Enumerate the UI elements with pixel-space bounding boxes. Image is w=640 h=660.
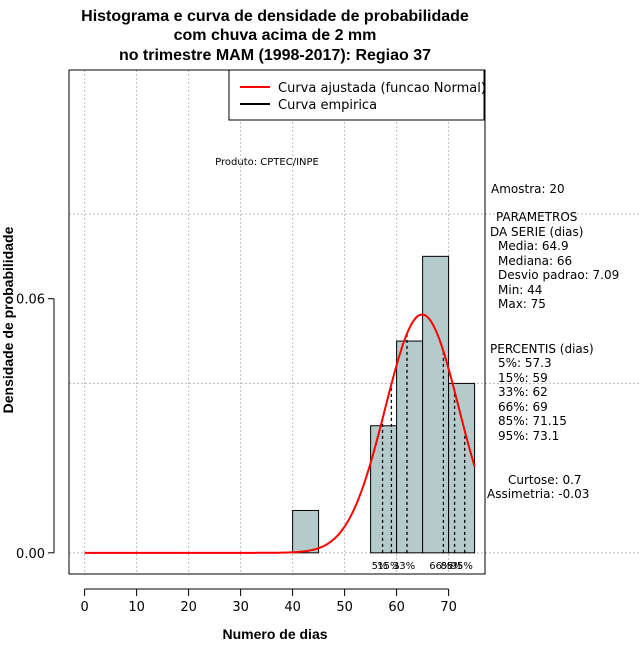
- percentil-5: 5%: 57.3: [498, 356, 552, 370]
- param-min: Min: 44: [498, 283, 542, 297]
- percentil-66: 66%: 69: [498, 400, 548, 414]
- y-tick-label: 0.06: [16, 293, 45, 308]
- percentile-label: 33%: [393, 561, 415, 572]
- y-axis-label: Densidade de probabilidade: [0, 226, 16, 413]
- histogram-bar: [448, 382, 476, 554]
- stats-panel: Amostra: 20 PARAMETROS DA SERIE (dias) M…: [487, 182, 619, 501]
- params-header-1: PARAMETROS: [496, 210, 577, 224]
- sample-size: Amostra: 20: [491, 182, 565, 196]
- x-tick-label: 70: [440, 600, 457, 615]
- percentis-header: PERCENTIS (dias): [490, 342, 594, 356]
- skewness: Assimetria: -0.03: [487, 487, 589, 501]
- x-axis: 0 10 20 30 40 50 60 70: [80, 588, 457, 615]
- histogram-bar: [292, 509, 320, 554]
- y-tick-label: 0.00: [16, 547, 45, 562]
- param-max: Max: 75: [498, 297, 546, 311]
- percentile-label: 95%: [451, 561, 473, 572]
- percentil-15: 15%: 59: [498, 371, 548, 385]
- chart-title-line-1: Histograma e curva de densidade de proba…: [81, 8, 469, 25]
- percentile-label: 15%: [377, 561, 399, 572]
- legend: Curva ajustada (funcao Normal) Curva emp…: [228, 69, 486, 121]
- param-mediana: Mediana: 66: [498, 254, 572, 268]
- grid-lines: [69, 70, 640, 574]
- percentile-lines: [381, 333, 466, 553]
- legend-label-empirical: Curva empirica: [278, 98, 377, 113]
- kurtosis: Curtose: 0.7: [508, 473, 582, 487]
- percentile-label: 85%: [440, 561, 462, 572]
- x-axis-label: Numero de dias: [222, 626, 327, 642]
- x-tick-label: 20: [180, 600, 197, 615]
- histogram-bar: [370, 425, 398, 554]
- percentil-95: 95%: 73.1: [498, 429, 559, 443]
- histogram-bars: [292, 255, 476, 554]
- chart-title-line-3: no trimestre MAM (1998-2017): Regiao 37: [119, 47, 431, 64]
- x-tick-label: 40: [284, 600, 301, 615]
- param-desvio: Desvio padrao: 7.09: [498, 268, 619, 282]
- percentile-labels: 5%15%33% 66%85%95%: [372, 561, 473, 572]
- x-tick-label: 60: [388, 600, 405, 615]
- x-tick-label: 0: [80, 600, 88, 615]
- params-header-2: DA SERIE (dias): [490, 225, 583, 239]
- legend-box: [228, 69, 485, 121]
- normal-curve-line: [84, 313, 476, 554]
- param-media: Media: 64.9: [498, 239, 569, 253]
- x-tick-label: 10: [128, 600, 145, 615]
- x-tick-label: 50: [336, 600, 353, 615]
- legend-label-fit: Curva ajustada (funcao Normal): [278, 81, 486, 96]
- percentile-label: 66%: [429, 561, 451, 572]
- x-tick-label: 30: [232, 600, 249, 615]
- histogram-bar: [422, 255, 450, 554]
- histogram-bar: [396, 340, 424, 554]
- percentile-label: 5%: [372, 561, 388, 572]
- normal-curve: [84, 313, 476, 554]
- y-axis: 0.00 0.06: [16, 293, 55, 562]
- product-annotation: Produto: CPTEC/INPE: [215, 157, 319, 168]
- chart-title-line-2: com chuva acima de 2 mm: [174, 27, 377, 44]
- percentil-33: 33%: 62: [498, 385, 548, 399]
- percentil-85: 85%: 71.15: [498, 414, 567, 428]
